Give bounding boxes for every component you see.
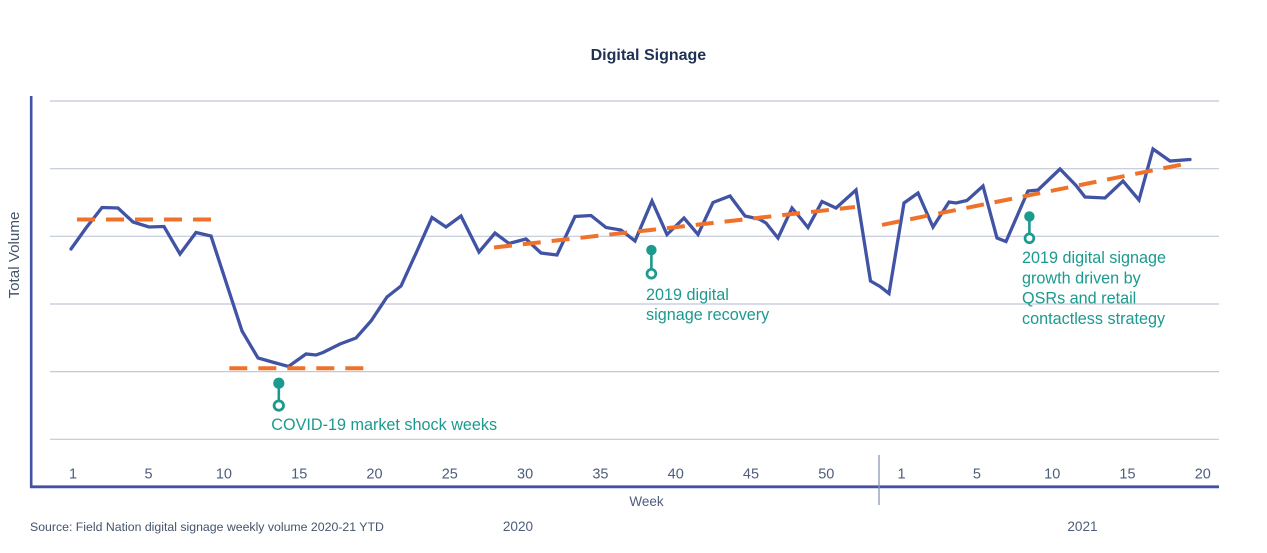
- svg-text:15: 15: [291, 466, 307, 482]
- svg-text:2021: 2021: [1067, 519, 1097, 534]
- svg-text:2019 digital: 2019 digital: [646, 286, 729, 304]
- svg-text:30: 30: [517, 466, 533, 482]
- svg-text:1: 1: [898, 466, 906, 482]
- svg-text:contactless strategy: contactless strategy: [1022, 310, 1166, 328]
- svg-text:20: 20: [1195, 466, 1211, 482]
- svg-text:10: 10: [216, 466, 232, 482]
- svg-text:2020: 2020: [503, 519, 534, 534]
- svg-text:5: 5: [973, 466, 981, 482]
- svg-text:2019 digital signage: 2019 digital signage: [1022, 249, 1166, 267]
- svg-text:QSRs and retail: QSRs and retail: [1022, 290, 1136, 308]
- svg-text:Week: Week: [629, 494, 664, 509]
- svg-text:Source: Field Nation digital s: Source: Field Nation digital signage wee…: [30, 520, 384, 534]
- svg-text:20: 20: [366, 466, 382, 482]
- svg-text:signage recovery: signage recovery: [646, 306, 770, 324]
- svg-text:5: 5: [145, 466, 153, 482]
- svg-text:15: 15: [1119, 466, 1135, 482]
- svg-text:40: 40: [668, 466, 684, 482]
- svg-text:growth driven by: growth driven by: [1022, 269, 1142, 287]
- svg-text:50: 50: [818, 466, 834, 482]
- svg-text:Total Volume: Total Volume: [6, 212, 23, 299]
- svg-text:Digital Signage: Digital Signage: [591, 47, 707, 64]
- svg-text:25: 25: [442, 466, 458, 482]
- svg-text:1: 1: [69, 466, 77, 482]
- svg-text:COVID-19 market shock weeks: COVID-19 market shock weeks: [271, 416, 497, 434]
- svg-text:10: 10: [1044, 466, 1060, 482]
- svg-text:35: 35: [592, 466, 608, 482]
- svg-text:45: 45: [743, 466, 759, 482]
